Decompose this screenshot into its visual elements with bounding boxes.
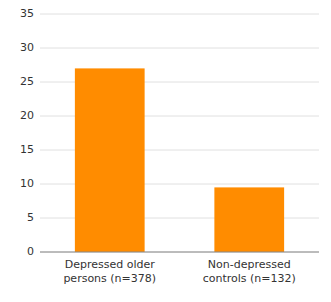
y-tick-label: 35 bbox=[20, 7, 34, 20]
bars bbox=[75, 68, 284, 252]
y-tick-label: 5 bbox=[27, 211, 34, 224]
x-tick-label: Non-depressedcontrols (n=132) bbox=[203, 258, 296, 285]
chart: 0 5 10 15 20 25 30 35 Depressed olderpersons (n=… bbox=[0, 0, 331, 302]
grid-line bbox=[40, 252, 319, 253]
grid-line bbox=[40, 48, 319, 49]
y-tick-label: 0 bbox=[27, 245, 34, 258]
x-tick-label: Depressed olderpersons (n=378) bbox=[63, 258, 156, 285]
y-tick-label: 20 bbox=[20, 109, 34, 122]
y-tick-label: 25 bbox=[20, 75, 34, 88]
x-axis-line bbox=[40, 252, 319, 253]
plot bbox=[40, 14, 319, 252]
bar bbox=[75, 68, 145, 252]
grid-line bbox=[40, 14, 319, 15]
y-tick-label: 15 bbox=[20, 143, 34, 156]
y-tick-label: 30 bbox=[20, 41, 34, 54]
y-tick-label: 10 bbox=[20, 177, 34, 190]
bar bbox=[214, 187, 284, 252]
chart-container: 0 5 10 15 20 25 30 35 Depressed olderpersons (n=… bbox=[0, 0, 331, 302]
